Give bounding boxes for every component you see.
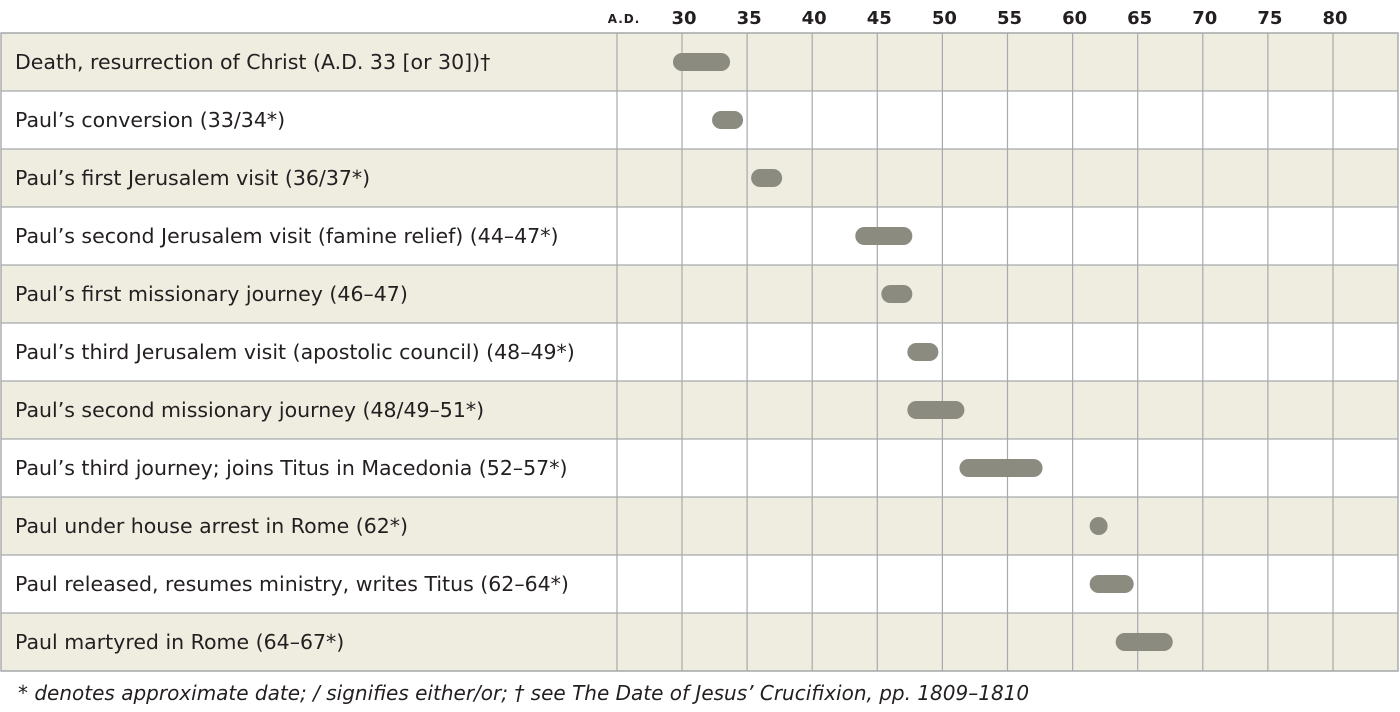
event-bar <box>959 459 1043 477</box>
event-label: Paul’s first Jerusalem visit (36/37*) <box>15 166 370 190</box>
row-background <box>1 265 1398 323</box>
event-label: Paul’s second missionary journey (48/49–… <box>15 398 484 422</box>
event-bar <box>855 227 913 245</box>
event-label: Paul martyred in Rome (64–67*) <box>15 630 344 654</box>
tick-label: 55 <box>997 8 1022 29</box>
table-frame <box>0 32 1399 672</box>
row-background <box>1 381 1398 439</box>
event-bar <box>907 343 939 361</box>
tick-label: 80 <box>1322 8 1347 29</box>
era-label: A.D. <box>608 12 641 26</box>
event-bar <box>751 169 783 187</box>
event-label: Paul’s third Jerusalem visit (apostolic … <box>15 340 575 364</box>
row-background <box>1 91 1398 149</box>
event-bar <box>673 53 731 71</box>
event-bar <box>712 111 744 129</box>
footnote: * denotes approximate date; / signifies … <box>18 681 1029 705</box>
row-background <box>1 439 1398 497</box>
tick-label: 60 <box>1062 8 1087 29</box>
event-bar <box>1115 633 1173 651</box>
tick-label: 40 <box>802 8 827 29</box>
tick-label: 75 <box>1257 8 1282 29</box>
tick-label: 45 <box>867 8 892 29</box>
row-background <box>1 497 1398 555</box>
tick-label: 30 <box>671 8 696 29</box>
event-label: Paul’s first missionary journey (46–47) <box>15 282 408 306</box>
event-label: Paul’s third journey; joins Titus in Mac… <box>15 456 567 480</box>
grid-lines <box>0 32 1399 672</box>
row-backgrounds <box>1 33 1398 671</box>
event-label: Paul under house arrest in Rome (62*) <box>15 514 408 538</box>
tick-label: 65 <box>1127 8 1152 29</box>
tick-label: 70 <box>1192 8 1217 29</box>
row-background <box>1 149 1398 207</box>
event-bar <box>881 285 913 303</box>
event-label: Death, resurrection of Christ (A.D. 33 [… <box>15 50 490 74</box>
event-label: Paul’s second Jerusalem visit (famine re… <box>15 224 558 248</box>
tick-label: 50 <box>932 8 957 29</box>
row-background <box>1 207 1398 265</box>
event-label: Paul’s conversion (33/34*) <box>15 108 285 132</box>
event-label: Paul released, resumes ministry, writes … <box>15 572 569 596</box>
event-bar <box>1089 517 1108 535</box>
x-axis: A.D. 30 35 40 45 50 55 60 65 70 75 80 <box>608 8 1348 29</box>
row-background <box>1 555 1398 613</box>
row-background <box>1 323 1398 381</box>
event-bar <box>1089 575 1134 593</box>
event-bar <box>907 401 965 419</box>
event-bars <box>673 53 1173 651</box>
row-labels: Death, resurrection of Christ (A.D. 33 [… <box>15 50 575 654</box>
tick-label: 35 <box>737 8 762 29</box>
